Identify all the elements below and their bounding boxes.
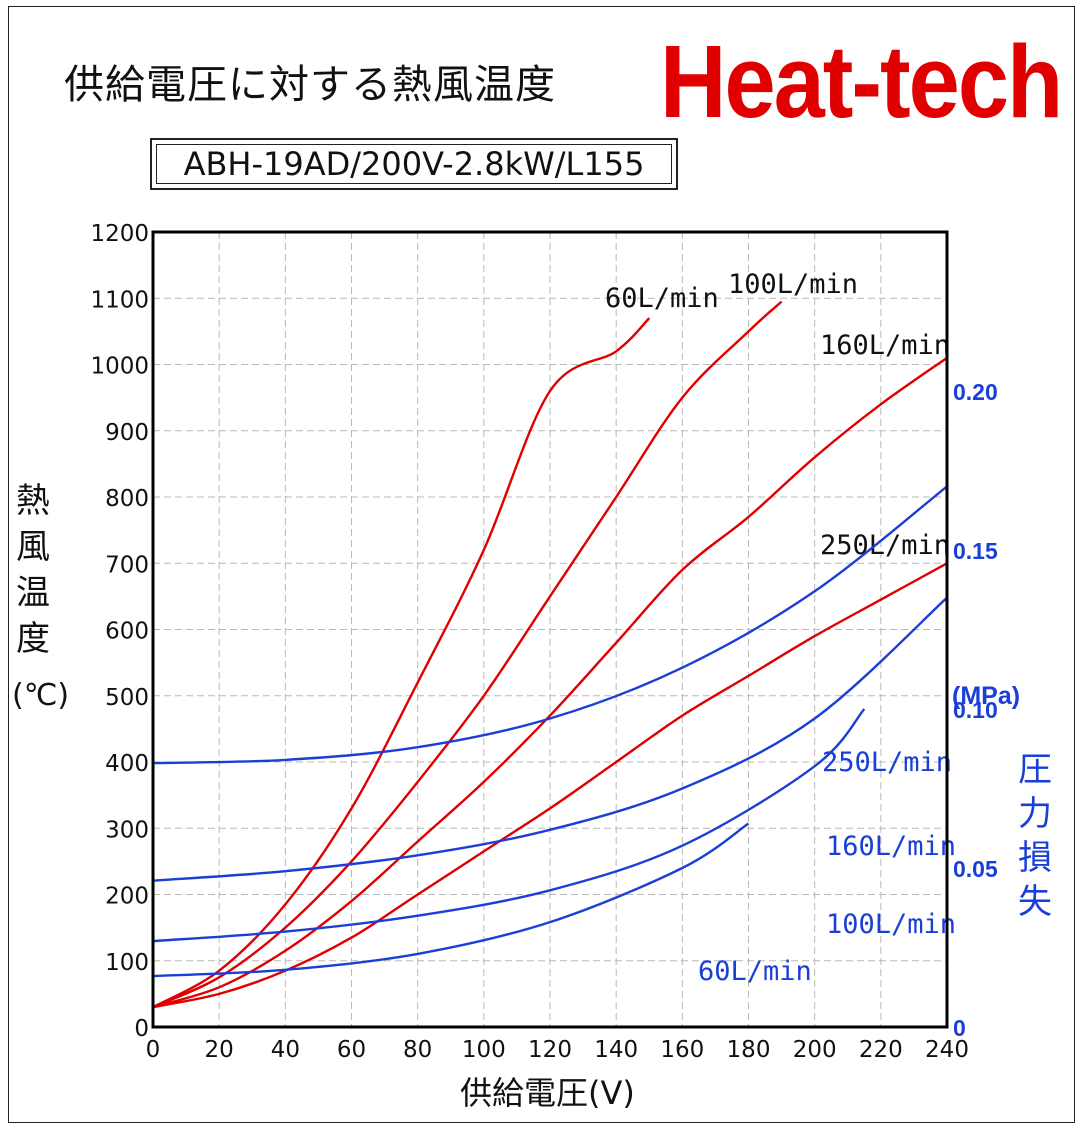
x-tick-label: 180: [727, 1037, 771, 1063]
temperature-series-line: [152, 356, 948, 1009]
y2-tick-label: 0.05: [953, 856, 998, 882]
pressure-series-line: [152, 708, 866, 943]
y2-tick-label: 0.20: [953, 379, 998, 405]
y-axis-label: 熱 風 温 度: [16, 478, 50, 662]
y-tick-label: 1200: [90, 221, 149, 247]
y-axis-label-char: 熱: [16, 481, 50, 521]
pressure-series-label: 250L/min: [822, 747, 952, 778]
pressure-series-line: [152, 485, 948, 765]
brand-logo: Heat-tech: [660, 25, 1063, 140]
y2-tick-label: 0.15: [953, 538, 998, 564]
temperature-series-label: 250L/min: [820, 530, 950, 561]
y-tick-label: 700: [105, 552, 149, 578]
y2-axis-label-char: 力: [1018, 794, 1052, 834]
y-tick-label: 800: [105, 486, 149, 512]
chart-frame: [8, 6, 1075, 1123]
pressure-series-line: [152, 822, 750, 978]
x-tick-label: 60: [337, 1037, 366, 1063]
x-tick-label: 200: [793, 1037, 837, 1063]
x-tick-label: 160: [660, 1037, 704, 1063]
y2-axis-label-char: 損: [1018, 838, 1052, 878]
x-tick-label: 80: [403, 1037, 432, 1063]
x-tick-label: 240: [925, 1037, 969, 1063]
y-tick-label: 900: [105, 420, 149, 446]
temperature-series-line: [152, 300, 783, 1009]
y-axis-unit: (℃): [12, 678, 70, 713]
x-tick-label: 40: [271, 1037, 300, 1063]
y2-axis-unit: (MPa): [952, 682, 1021, 710]
model-label: ABH-19AD/200V-2.8kW/L155: [156, 144, 672, 184]
y-tick-label: 300: [105, 817, 149, 843]
y2-axis-label-char: 失: [1018, 882, 1052, 922]
y-tick-label: 1000: [90, 354, 149, 380]
x-axis-label: 供給電圧(V): [460, 1074, 635, 1112]
pressure-series-line: [152, 596, 948, 882]
temperature-series-label: 100L/min: [728, 269, 858, 300]
x-tick-label: 140: [594, 1037, 638, 1063]
model-box: ABH-19AD/200V-2.8kW/L155: [150, 138, 678, 190]
plot-area-border: [151, 230, 949, 1029]
y-axis-label-char: 度: [16, 619, 50, 659]
x-tick-label: 220: [859, 1037, 903, 1063]
y-tick-label: 100: [105, 950, 149, 976]
y-axis-label-char: 温: [16, 573, 50, 613]
pressure-series-label: 60L/min: [698, 956, 812, 987]
pressure-series-label: 100L/min: [826, 909, 956, 940]
x-tick-label: 20: [205, 1037, 234, 1063]
chart-title: 供給電圧に対する熱風温度: [64, 62, 556, 108]
pressure-series-label: 160L/min: [826, 831, 956, 862]
temperature-series-label: 160L/min: [820, 330, 950, 361]
y2-axis-label: 圧 力 損 失: [1018, 748, 1052, 924]
temperature-series-label: 60L/min: [605, 283, 719, 314]
x-tick-label: 100: [462, 1037, 506, 1063]
y-tick-label: 400: [105, 751, 149, 777]
y-tick-label: 500: [105, 685, 149, 711]
y-tick-label: 600: [105, 619, 149, 645]
y-tick-label: 1100: [90, 287, 149, 313]
x-tick-label: 0: [146, 1037, 161, 1063]
y-tick-label: 0: [134, 1016, 149, 1042]
y-tick-label: 200: [105, 884, 149, 910]
x-tick-label: 120: [528, 1037, 572, 1063]
y2-axis-label-char: 圧: [1018, 750, 1052, 790]
y2-tick-label: 0.10: [953, 697, 998, 723]
y2-tick-label: 0: [953, 1015, 966, 1041]
temperature-series-line: [152, 317, 651, 1009]
y-axis-label-char: 風: [16, 527, 50, 567]
